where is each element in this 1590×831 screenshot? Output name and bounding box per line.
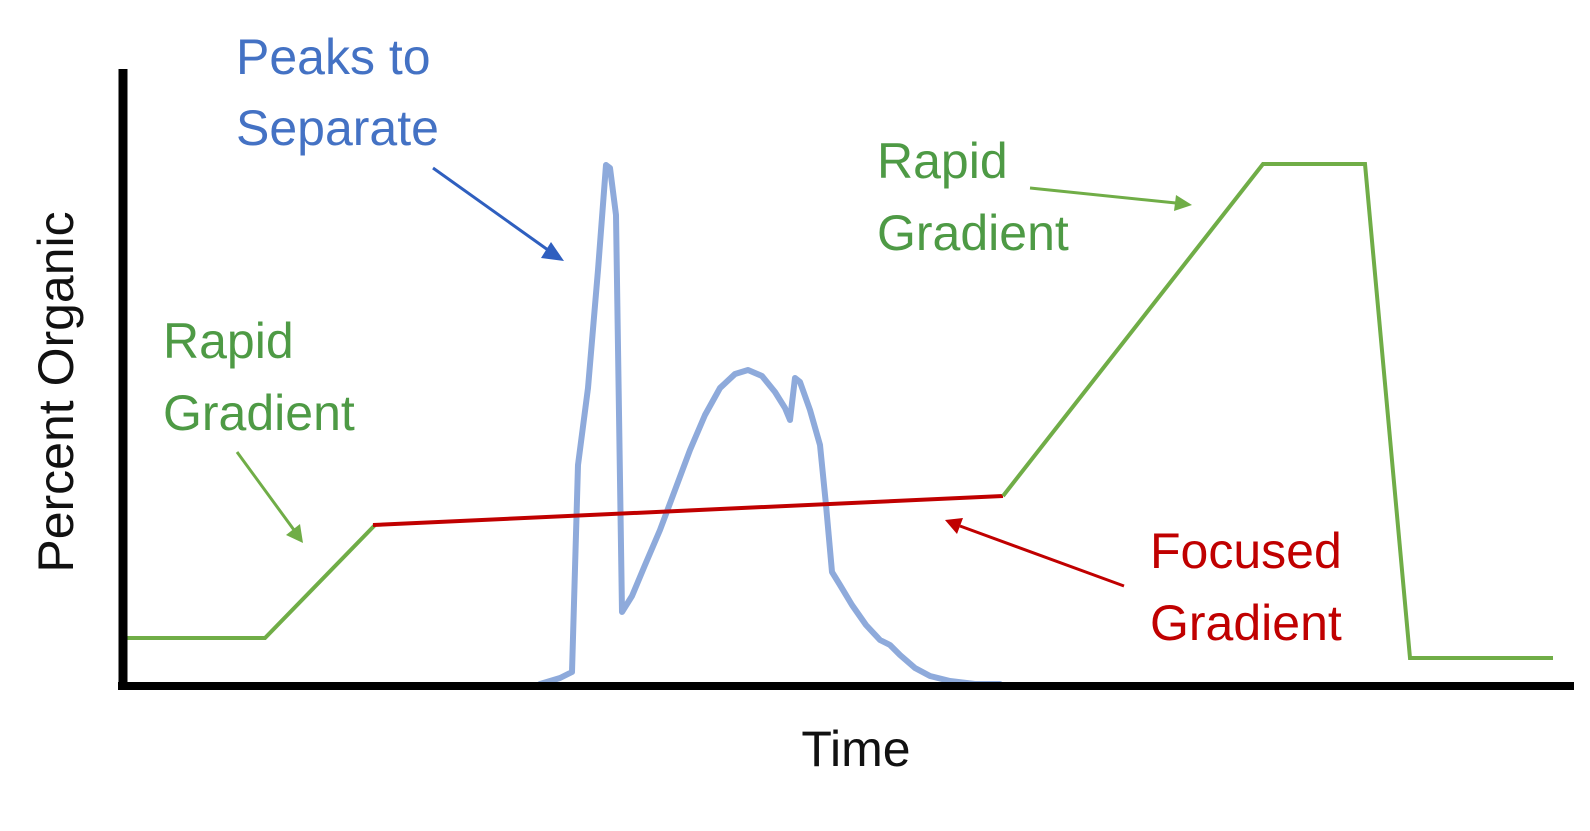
x-axis-label: Time (801, 721, 910, 777)
y-axis-label: Percent Organic (28, 211, 84, 572)
rapid-right-label-line2: Gradient (877, 205, 1069, 261)
rapid-right-label-line1: Rapid (877, 133, 1008, 189)
peaks-label-line2: Separate (236, 100, 439, 156)
rapid-left-label-line1: Rapid (163, 313, 294, 369)
focused-gradient-line (372, 494, 1004, 527)
rapid-gradient-right-line (1001, 162, 1553, 660)
rapid-gradient-left-line (125, 523, 377, 640)
rapid-left-arrow (235, 451, 303, 543)
peaks-label-line1: Peaks to (236, 29, 431, 85)
chromatogram-peaks (537, 162, 1003, 687)
focused-label-line1: Focused (1150, 523, 1342, 579)
peaks-arrow (432, 166, 564, 261)
focused-arrow (945, 518, 1125, 588)
rapid-left-label-line2: Gradient (163, 385, 355, 441)
focused-label-line2: Gradient (1150, 595, 1342, 651)
rapid-right-arrow (1029, 186, 1192, 211)
